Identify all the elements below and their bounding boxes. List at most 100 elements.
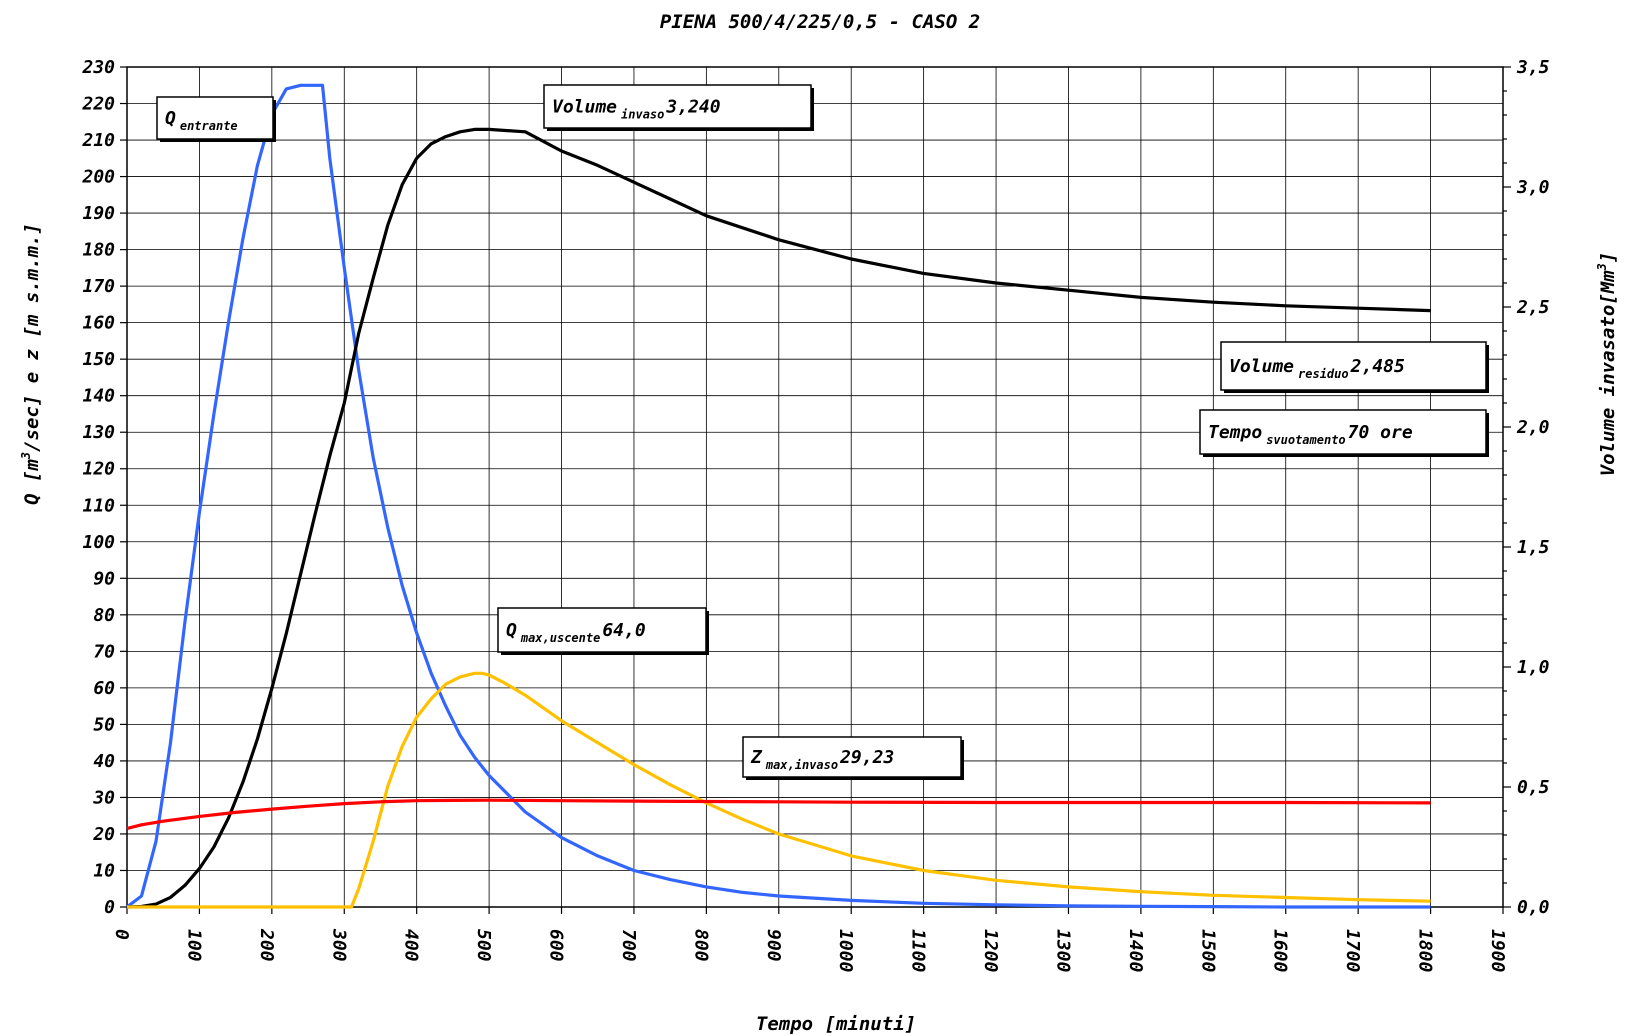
y-left-tick-label: 30 <box>92 787 115 808</box>
y-left-tick-label: 70 <box>93 641 115 662</box>
annotation-box <box>1199 409 1487 455</box>
annotation-main: Volume <box>1229 356 1294 377</box>
annotation-value: 70 ore <box>1348 422 1413 443</box>
x-axis-label: Tempo [minuti] <box>756 1013 916 1035</box>
annotation-value: 29,23 <box>839 747 894 768</box>
x-tick-label: 1600 <box>1270 929 1291 973</box>
plot-frame <box>126 66 1504 908</box>
annotation-main: Z <box>750 747 763 768</box>
annotation-value: 3,240 <box>665 97 720 118</box>
y-left-tick-label: 160 <box>82 313 115 334</box>
x-tick-label: 1900 <box>1487 929 1508 973</box>
annotation-main: Q <box>506 620 517 641</box>
y-axis-right-label: Volume invasato[Mm3] <box>1595 252 1619 477</box>
series-volume-line <box>126 127 1431 909</box>
annotation-text: Volume residuo 2,485 <box>1229 356 1405 381</box>
x-tick-label: 600 <box>546 929 567 962</box>
x-tick-label: 1400 <box>1125 929 1146 973</box>
annotation-text: Volume invaso 3,240 <box>552 97 721 122</box>
annotation-sub: residuo <box>1298 367 1349 381</box>
y-left-tick-label: 200 <box>81 167 115 188</box>
annotation-empty-time: Tempo svuotamento 70 ore <box>1199 409 1489 457</box>
y-right-tick-label: 2,5 <box>1516 297 1550 318</box>
y-left-tick-label: 230 <box>81 57 115 78</box>
annotation-box <box>742 736 962 778</box>
x-tick-label: 300 <box>328 928 349 962</box>
annotation-box <box>543 84 812 129</box>
series-outflow-line <box>127 671 1431 909</box>
y-left-tick-label: 190 <box>82 203 115 224</box>
y-left-tick-label: 110 <box>82 495 115 516</box>
y-right-tick-label: 1,5 <box>1517 537 1550 558</box>
y-right-tick-label: 0,0 <box>1517 897 1550 918</box>
y-right-tick-label: 0,5 <box>1517 777 1550 798</box>
y-left-tick-label: 10 <box>93 860 115 881</box>
y-left-tick-label: 130 <box>82 422 115 443</box>
y-left-tick-label: 60 <box>93 678 115 699</box>
y-left-tick-label: 120 <box>82 459 115 480</box>
annotation-main: Volume <box>552 97 617 118</box>
annotation-sub: max,invaso <box>765 758 838 772</box>
x-tick-label: 500 <box>473 929 494 962</box>
annotation-main: Tempo <box>1208 422 1262 443</box>
annotation-box <box>497 607 707 653</box>
axis-ticks: 0 100 200 300 400 500 600 700 800 900 1000 1100 1200… <box>81 57 1549 973</box>
x-tick-label: 0 <box>111 929 132 940</box>
annotation-value: 2,485 <box>1350 356 1405 377</box>
annotation-box <box>1220 341 1487 391</box>
y-left-tick-label: 220 <box>81 94 115 115</box>
y-left-tick-label: 170 <box>82 276 115 297</box>
series-level-line <box>126 798 1431 831</box>
y-left-tick-label: 20 <box>92 824 115 845</box>
y-right-tick-label: 3,0 <box>1516 177 1550 198</box>
x-tick-label: 800 <box>690 929 711 962</box>
annotation-sub: entrante <box>180 119 238 133</box>
x-tick-label: 400 <box>401 929 422 962</box>
x-tick-label: 100 <box>183 929 204 962</box>
y-left-tick-label: 180 <box>82 240 115 261</box>
chart-title: PIENA 500/4/225/0,5 - CASO 2 <box>660 11 980 33</box>
annotation-sub: invaso <box>621 108 664 122</box>
series-inflow-line <box>126 83 1431 909</box>
annotation-volume-residual: Volume residuo 2,485 <box>1220 341 1489 393</box>
y-right-tick-label: 3,5 <box>1516 57 1550 78</box>
y-left-tick-label: 50 <box>93 714 115 735</box>
y-left-tick-label: 80 <box>93 605 115 626</box>
x-tick-label: 1700 <box>1342 929 1363 973</box>
x-tick-label: 700 <box>618 929 639 962</box>
y-left-tick-label: 210 <box>81 130 115 151</box>
y-left-tick-label: 90 <box>93 568 115 589</box>
annotation-volume-max: Volume invaso 3,240 <box>543 84 814 131</box>
x-tick-label: 1200 <box>980 929 1001 973</box>
y-left-tick-label: 140 <box>82 386 115 407</box>
x-tick-label: 1000 <box>835 929 856 973</box>
x-tick-label: 900 <box>763 929 784 962</box>
annotation-sub: svuotamento <box>1266 433 1345 447</box>
x-tick-label: 1500 <box>1197 929 1218 973</box>
x-tick-label: 200 <box>256 928 277 962</box>
x-tick-label: 1800 <box>1415 929 1436 973</box>
annotation-box <box>156 96 274 140</box>
x-tick-label: 1100 <box>908 929 929 973</box>
y-left-tick-label: 150 <box>82 349 115 370</box>
y-left-tick-label: 0 <box>104 897 115 918</box>
y-left-tick-label: 40 <box>93 751 115 772</box>
series-group <box>126 83 1431 909</box>
annotation-main: Q <box>165 108 176 129</box>
annotation-sub: max,uscente <box>520 631 600 645</box>
annotation-text: Tempo svuotamento 70 ore <box>1208 422 1413 447</box>
y-right-tick-label: 1,0 <box>1517 657 1550 678</box>
y-right-tick-label: 2,0 <box>1516 417 1550 438</box>
annotation-value: 64,0 <box>602 620 646 641</box>
x-tick-label: 1300 <box>1052 929 1073 973</box>
y-left-tick-label: 100 <box>82 532 115 553</box>
y-axis-left-label: Q [m3/sec] e z [m s.m.m.] <box>19 223 43 505</box>
